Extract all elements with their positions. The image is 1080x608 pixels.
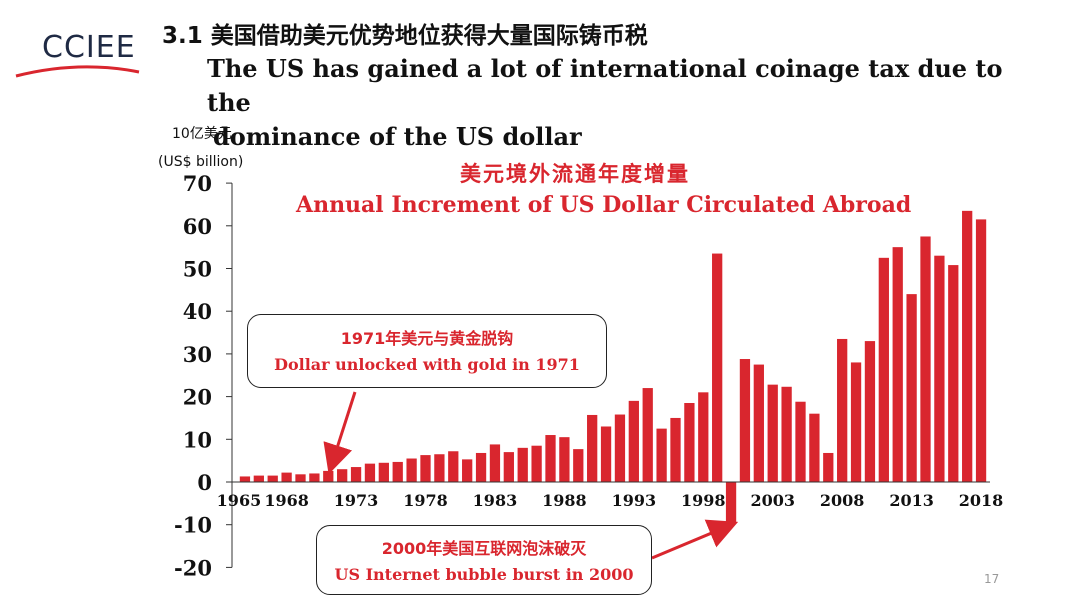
y-tick-label: 30	[183, 342, 212, 367]
y-tick-label: -10	[174, 513, 212, 538]
bar	[323, 471, 333, 482]
callout-2000-en: US Internet bubble burst in 2000	[317, 565, 651, 584]
bar	[698, 392, 708, 482]
bar	[629, 401, 639, 482]
y-tick-label: -20	[174, 555, 212, 580]
bar	[476, 453, 486, 482]
bar	[865, 341, 875, 482]
bar	[795, 402, 805, 482]
bar	[531, 446, 541, 482]
x-tick-label: 1978	[403, 491, 448, 510]
x-tick-label: 1993	[612, 491, 657, 510]
bar	[906, 294, 916, 482]
bar	[448, 451, 458, 482]
callout-1971-en: Dollar unlocked with gold in 1971	[248, 355, 606, 374]
bar	[754, 365, 764, 482]
x-tick-label: 2013	[889, 491, 934, 510]
bar	[545, 435, 555, 482]
bar	[462, 459, 472, 482]
y-tick-label: 10	[183, 427, 212, 452]
bar	[365, 464, 375, 482]
bar	[504, 452, 514, 482]
bar	[670, 418, 680, 482]
x-tick-label: 1983	[473, 491, 518, 510]
bar	[268, 476, 278, 482]
bar	[573, 449, 583, 482]
bar	[240, 476, 250, 482]
chart-title-en: Annual Increment of US Dollar Circulated…	[296, 192, 911, 218]
bar	[393, 462, 403, 482]
bar	[559, 437, 569, 482]
bar	[781, 387, 791, 482]
bar	[351, 467, 361, 482]
x-tick-label: 1968	[264, 491, 309, 510]
bar	[809, 414, 819, 482]
bar	[518, 448, 528, 482]
bar	[337, 469, 347, 482]
y-tick-label: 70	[183, 171, 212, 196]
bar	[615, 415, 625, 482]
x-tick-label: 2018	[959, 491, 1004, 510]
y-tick-label: 0	[197, 470, 212, 495]
callout-2000-arrow	[652, 527, 727, 558]
bar	[281, 473, 291, 482]
x-tick-label: 1988	[542, 491, 587, 510]
callout-1971-arrow	[332, 392, 355, 463]
bar	[879, 258, 889, 482]
y-tick-label: 20	[183, 385, 212, 410]
bar	[934, 256, 944, 482]
page-number: 17	[984, 572, 999, 586]
bar	[490, 444, 500, 482]
bar	[851, 362, 861, 482]
y-tick-label: 50	[183, 257, 212, 282]
callout-1971: 1971年美元与黄金脱钩 Dollar unlocked with gold i…	[247, 314, 607, 388]
bar	[712, 254, 722, 482]
x-tick-label: 1998	[681, 491, 726, 510]
bar	[684, 403, 694, 482]
bar	[587, 415, 597, 482]
x-tick-label: 1965	[217, 491, 262, 510]
bar	[726, 482, 736, 523]
bar	[643, 388, 653, 482]
bar	[823, 453, 833, 482]
chart-title-cn: 美元境外流通年度增量	[460, 158, 690, 188]
bar	[948, 265, 958, 482]
x-tick-label: 2003	[750, 491, 795, 510]
bar	[893, 247, 903, 482]
bar	[434, 454, 444, 482]
callout-2000: 2000年美国互联网泡沫破灭 US Internet bubble burst …	[316, 525, 652, 595]
y-tick-label: 40	[183, 299, 212, 324]
bar	[837, 339, 847, 482]
bar	[295, 474, 305, 482]
y-tick-label: 60	[183, 214, 212, 239]
x-tick-label: 1973	[334, 491, 379, 510]
bar	[254, 476, 264, 482]
bar	[601, 426, 611, 482]
bar	[379, 463, 389, 482]
bar	[920, 236, 930, 482]
bar	[309, 473, 319, 482]
callout-2000-cn: 2000年美国互联网泡沫破灭	[317, 535, 651, 559]
callout-1971-cn: 1971年美元与黄金脱钩	[248, 325, 606, 349]
x-tick-label: 2008	[820, 491, 865, 510]
bar	[976, 219, 986, 482]
bar	[962, 211, 972, 482]
bar	[420, 455, 430, 482]
bar	[768, 385, 778, 482]
bar	[406, 459, 416, 482]
bar	[656, 429, 666, 482]
bar	[740, 359, 750, 482]
